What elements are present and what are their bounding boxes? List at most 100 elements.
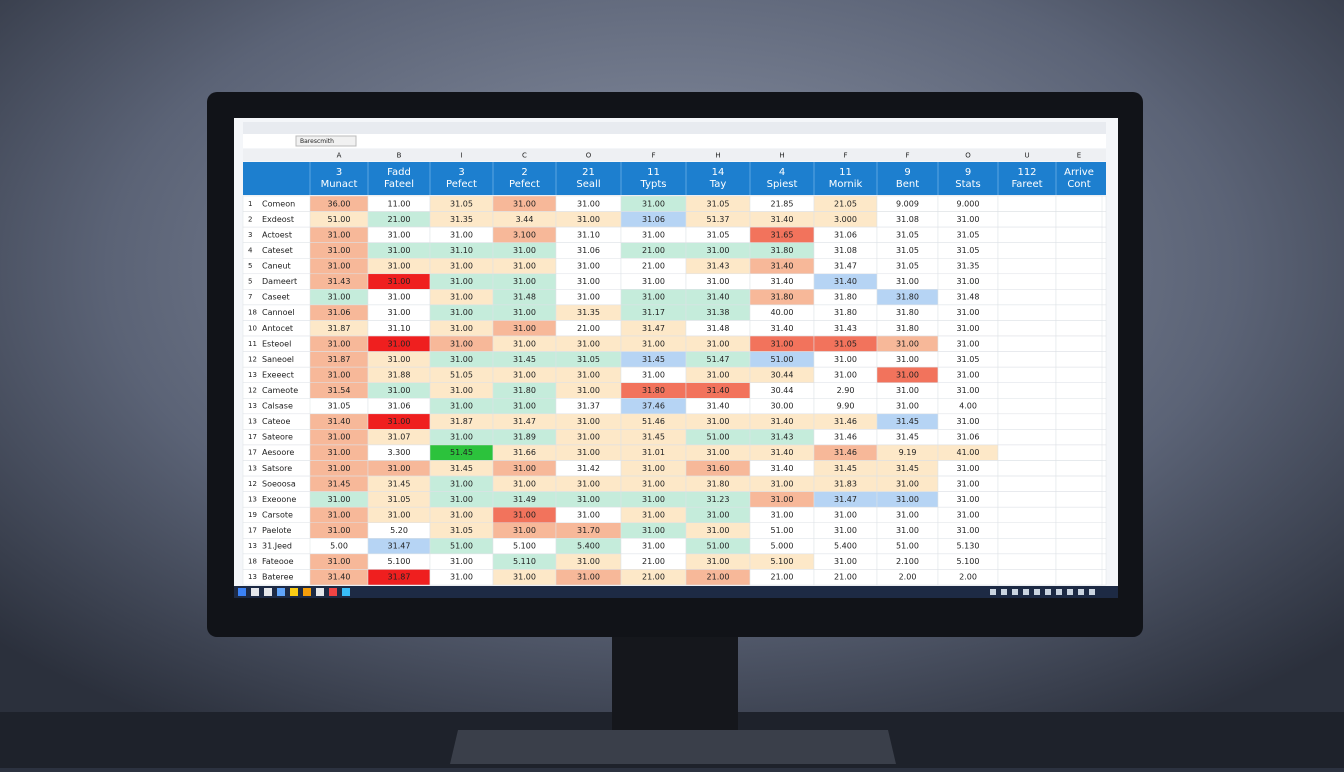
taskbar: [234, 586, 1118, 598]
cell-value: 4.00: [959, 402, 977, 411]
cell-value: 31.00: [577, 262, 600, 271]
cell-value: 31.06: [834, 230, 857, 239]
header-label: 14: [712, 167, 725, 178]
cell-value: 31.00: [642, 542, 665, 551]
cell-value: 21.00: [642, 262, 665, 271]
cell-value: 51.05: [450, 370, 473, 379]
cell: [1055, 522, 1103, 539]
cell-value: 31.40: [771, 277, 794, 286]
row-name: Dameert: [262, 277, 297, 286]
cell-value: 21.00: [577, 324, 600, 333]
cell-value: 31.45: [642, 355, 665, 364]
cell-value: 31.00: [388, 417, 411, 426]
cell: [997, 522, 1057, 539]
cell-value: 31.00: [957, 386, 980, 395]
cell-value: 31.00: [642, 479, 665, 488]
cell-value: 31.00: [450, 324, 473, 333]
cell-value: 51.00: [896, 542, 919, 551]
cell-value: 31.80: [771, 293, 794, 302]
cell-value: 31.00: [707, 339, 730, 348]
tray-icon: [1078, 589, 1084, 595]
cell-value: 31.80: [896, 308, 919, 317]
header-label: Munact: [321, 179, 358, 190]
row-number: 12: [248, 480, 257, 488]
cell-value: 31.00: [834, 557, 857, 566]
cell-value: 31.00: [771, 339, 794, 348]
cell-value: 5.000: [771, 542, 794, 551]
cell-value: 31.00: [450, 230, 473, 239]
cell-value: 31.83: [834, 479, 857, 488]
cell-value: 31.00: [957, 277, 980, 286]
cell: [1055, 382, 1103, 399]
cell-value: 31.00: [513, 402, 536, 411]
row-number: 13: [248, 371, 257, 379]
cell-value: 11.00: [388, 199, 411, 208]
cell-value: 31.40: [771, 417, 794, 426]
cell: [1055, 366, 1103, 383]
row-number: 2: [248, 215, 252, 223]
cell: [997, 366, 1057, 383]
cell-value: 31.00: [707, 448, 730, 457]
tray-icon: [1089, 589, 1095, 595]
cell-value: 31.47: [834, 495, 857, 504]
row-name: Sateore: [262, 433, 293, 442]
cell-value: 31.88: [388, 370, 411, 379]
cell-value: 31.40: [707, 402, 730, 411]
cell-value: 41.00: [957, 448, 980, 457]
cell: [1055, 211, 1103, 228]
cell-value: 31.05: [388, 495, 411, 504]
cell-value: 5.100: [771, 557, 794, 566]
cell-value: 31.05: [707, 230, 730, 239]
cell-value: 51.00: [450, 542, 473, 551]
cell-value: 31.35: [450, 215, 473, 224]
cell: [997, 553, 1057, 570]
cell-value: 31.80: [642, 386, 665, 395]
cell: [997, 242, 1057, 259]
row-name: Carsote: [262, 510, 293, 519]
cell-value: 31.43: [834, 324, 857, 333]
row-name: Paelote: [262, 526, 292, 535]
cell-value: 31.00: [707, 277, 730, 286]
cell-value: 51.46: [642, 417, 665, 426]
cell-value: 31.38: [707, 308, 730, 317]
header-label: 4: [779, 167, 785, 178]
cell-value: 31.00: [513, 199, 536, 208]
cell-value: 31.48: [957, 293, 980, 302]
cell-value: 31.00: [771, 495, 794, 504]
cell-value: 31.00: [896, 277, 919, 286]
cell-value: 31.00: [896, 370, 919, 379]
cell-value: 31.00: [450, 557, 473, 566]
cell-value: 31.00: [450, 433, 473, 442]
cell-value: 31.66: [513, 448, 536, 457]
cell-value: 31.00: [513, 510, 536, 519]
row-number: 18: [248, 309, 257, 317]
cell-value: 31.40: [771, 262, 794, 271]
cell: [1055, 273, 1103, 290]
column-letter: A: [337, 152, 342, 160]
cell-value: 31.10: [450, 246, 473, 255]
cell-value: 5.00: [330, 542, 348, 551]
cell: [1055, 398, 1103, 415]
row-name: Soeoosa: [262, 479, 296, 488]
header-label: 9: [965, 167, 971, 178]
cell-value: 31.00: [577, 417, 600, 426]
cell-value: 5.110: [513, 557, 536, 566]
cell-value: 31.00: [707, 510, 730, 519]
cell-value: 31.00: [513, 324, 536, 333]
cell: [997, 429, 1057, 446]
cell-value: 21.00: [707, 573, 730, 582]
row-number: 13: [248, 542, 257, 550]
cell-value: 31.00: [642, 230, 665, 239]
cell-value: 5.100: [388, 557, 411, 566]
cell-value: 5.400: [577, 542, 600, 551]
cell: [997, 195, 1057, 212]
address-text: Barescmith: [300, 138, 334, 145]
cell-value: 31.00: [707, 370, 730, 379]
cell-value: 31.45: [388, 479, 411, 488]
cell-value: 31.00: [388, 262, 411, 271]
cell-value: 21.00: [642, 573, 665, 582]
cell-value: 31.00: [328, 526, 351, 535]
cell-value: 51.00: [771, 355, 794, 364]
cell-value: 21.05: [834, 199, 857, 208]
